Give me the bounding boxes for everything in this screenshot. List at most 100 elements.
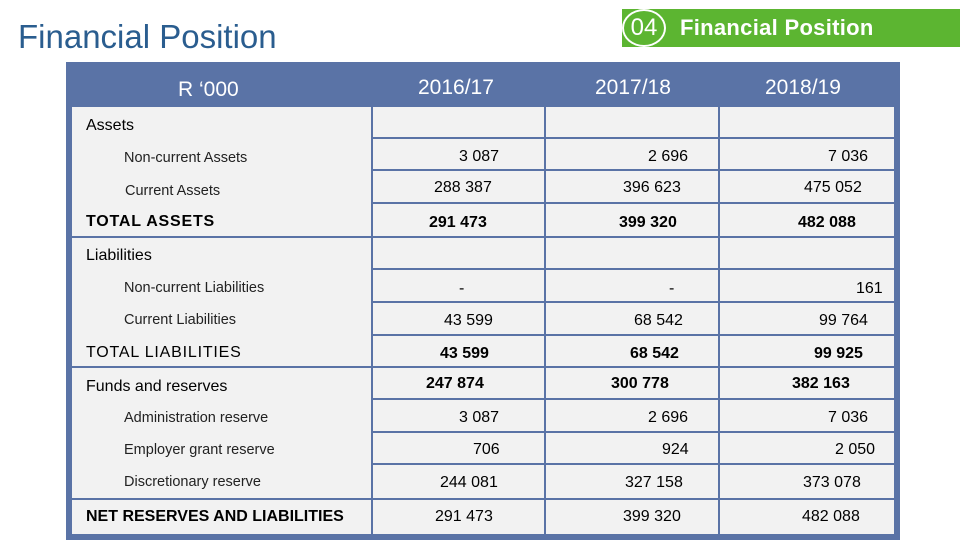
table-cell	[546, 107, 718, 137]
non-current-liabilities-label: Non-current Liabilities	[124, 280, 265, 296]
table-cell: -	[373, 270, 544, 301]
table-cell: 2 696	[546, 139, 718, 169]
table-cell: 482 088	[720, 204, 894, 236]
administration-reserve-label: Administration reserve	[124, 410, 269, 426]
table-cell: 7 036	[720, 139, 894, 169]
net-reserves-label: NET RESERVES AND LIABILITIES	[86, 508, 344, 525]
total-liabilities-2018-19: 99 925	[814, 345, 863, 362]
table-cell: 244 081	[373, 465, 544, 498]
net-reserves-2016-17: 291 473	[435, 508, 493, 525]
table-cell: 300 778	[546, 368, 718, 398]
table-cell	[373, 107, 544, 137]
section-banner: 04 Financial Position	[622, 9, 960, 47]
total-assets-2017-18: 399 320	[619, 214, 677, 231]
non-current-liabilities-2018-19: 161	[856, 280, 883, 297]
net-reserves-2018-19: 482 088	[802, 508, 860, 525]
liabilities-label: Liabilities	[86, 247, 152, 264]
total-liabilities-label: TOTAL LIABILITIES	[86, 344, 242, 361]
table-cell: 2 050	[720, 433, 894, 463]
table-cell	[720, 238, 894, 268]
employer-grant-reserve-2016-17: 706	[473, 441, 500, 458]
net-reserves-2017-18: 399 320	[623, 508, 681, 525]
table-cell: 99 925	[720, 336, 894, 366]
employer-grant-reserve-label: Employer grant reserve	[124, 442, 275, 458]
table-cell: 288 387	[373, 171, 544, 202]
non-current-assets-2016-17: 3 087	[459, 148, 500, 165]
funds-and-reserves-label: Funds and reserves	[86, 378, 228, 395]
current-assets-label: Current Assets	[125, 183, 221, 199]
table-cell: 475 052	[720, 171, 894, 202]
table-cell: 399 320	[546, 204, 718, 236]
total-liabilities-2016-17: 43 599	[440, 345, 489, 362]
current-assets-2018-19: 475 052	[804, 179, 862, 196]
table-cell: 396 623	[546, 171, 718, 202]
assets-label-cell: Assets Non-current Assets Current Assets…	[72, 107, 371, 236]
table-cell: 3 087	[373, 139, 544, 169]
table-cell: 291 473	[373, 500, 544, 534]
financial-position-table: R ‘000 2016/17 2017/18 2018/19 Assets No…	[66, 62, 900, 540]
page-title: Financial Position	[18, 18, 277, 55]
funds-and-reserves-2018-19: 382 163	[792, 375, 850, 392]
current-liabilities-label: Current Liabilities	[124, 312, 237, 328]
net-reserves-label-cell: NET RESERVES AND LIABILITIES	[72, 500, 371, 534]
current-assets-2017-18: 396 623	[623, 179, 681, 196]
table-cell: 43 599	[373, 336, 544, 366]
discretionary-reserve-2018-19: 373 078	[803, 474, 861, 491]
total-assets-2018-19: 482 088	[798, 214, 856, 231]
table-cell: 327 158	[546, 465, 718, 498]
non-current-assets-label: Non-current Assets	[124, 150, 248, 166]
employer-grant-reserve-2017-18: 924	[662, 441, 689, 458]
administration-reserve-2016-17: 3 087	[459, 409, 500, 426]
table-cell	[720, 107, 894, 137]
table-cell: 291 473	[373, 204, 544, 236]
table-cell: 399 320	[546, 500, 718, 534]
table-cell: 482 088	[720, 500, 894, 534]
header-year-cell: 2017/18	[546, 72, 718, 105]
current-assets-2016-17: 288 387	[434, 179, 492, 196]
table-cell: 247 874	[373, 368, 544, 398]
year-header-2018-19: 2018/19	[765, 76, 841, 99]
total-liabilities-2017-18: 68 542	[630, 345, 679, 362]
table-cell: 68 542	[546, 336, 718, 366]
table-cell: 7 036	[720, 400, 894, 431]
table-cell: 706	[373, 433, 544, 463]
table-cell: 99 764	[720, 303, 894, 334]
header-year-cell: 2016/17	[373, 72, 544, 105]
table-cell	[373, 238, 544, 268]
unit-label: R ‘000	[178, 78, 239, 101]
table-cell: 3 087	[373, 400, 544, 431]
total-assets-2016-17: 291 473	[429, 214, 487, 231]
current-liabilities-2016-17: 43 599	[444, 312, 493, 329]
discretionary-reserve-label: Discretionary reserve	[124, 474, 261, 490]
table-cell: 373 078	[720, 465, 894, 498]
non-current-liabilities-2017-18: -	[669, 280, 675, 297]
employer-grant-reserve-2018-19: 2 050	[835, 441, 876, 458]
discretionary-reserve-2016-17: 244 081	[440, 474, 498, 491]
funds-and-reserves-2016-17: 247 874	[426, 375, 484, 392]
header-year-cell: 2018/19	[720, 72, 894, 105]
table-cell: 161	[720, 270, 894, 301]
section-number-badge: 04	[622, 9, 666, 47]
liabilities-label-cell: Liabilities Non-current Liabilities Curr…	[72, 238, 371, 366]
funds-and-reserves-label-cell: Funds and reserves Administration reserv…	[72, 368, 371, 498]
total-assets-label: TOTAL ASSETS	[86, 213, 216, 230]
administration-reserve-2018-19: 7 036	[828, 409, 869, 426]
table-cell: -	[546, 270, 718, 301]
assets-label: Assets	[86, 117, 135, 134]
year-header-2016-17: 2016/17	[418, 76, 494, 99]
table-cell: 68 542	[546, 303, 718, 334]
section-label: Financial Position	[680, 15, 874, 40]
table-cell	[546, 238, 718, 268]
funds-and-reserves-2017-18: 300 778	[611, 375, 669, 392]
non-current-assets-2018-19: 7 036	[828, 148, 869, 165]
table-cell: 924	[546, 433, 718, 463]
non-current-liabilities-2016-17: -	[459, 280, 465, 297]
year-header-2017-18: 2017/18	[595, 76, 671, 99]
non-current-assets-2017-18: 2 696	[648, 148, 689, 165]
table-cell: 2 696	[546, 400, 718, 431]
table-cell: 43 599	[373, 303, 544, 334]
header-unit-cell: R ‘000	[72, 62, 371, 105]
table-cell: 382 163	[720, 368, 894, 398]
discretionary-reserve-2017-18: 327 158	[625, 474, 683, 491]
administration-reserve-2017-18: 2 696	[648, 409, 689, 426]
